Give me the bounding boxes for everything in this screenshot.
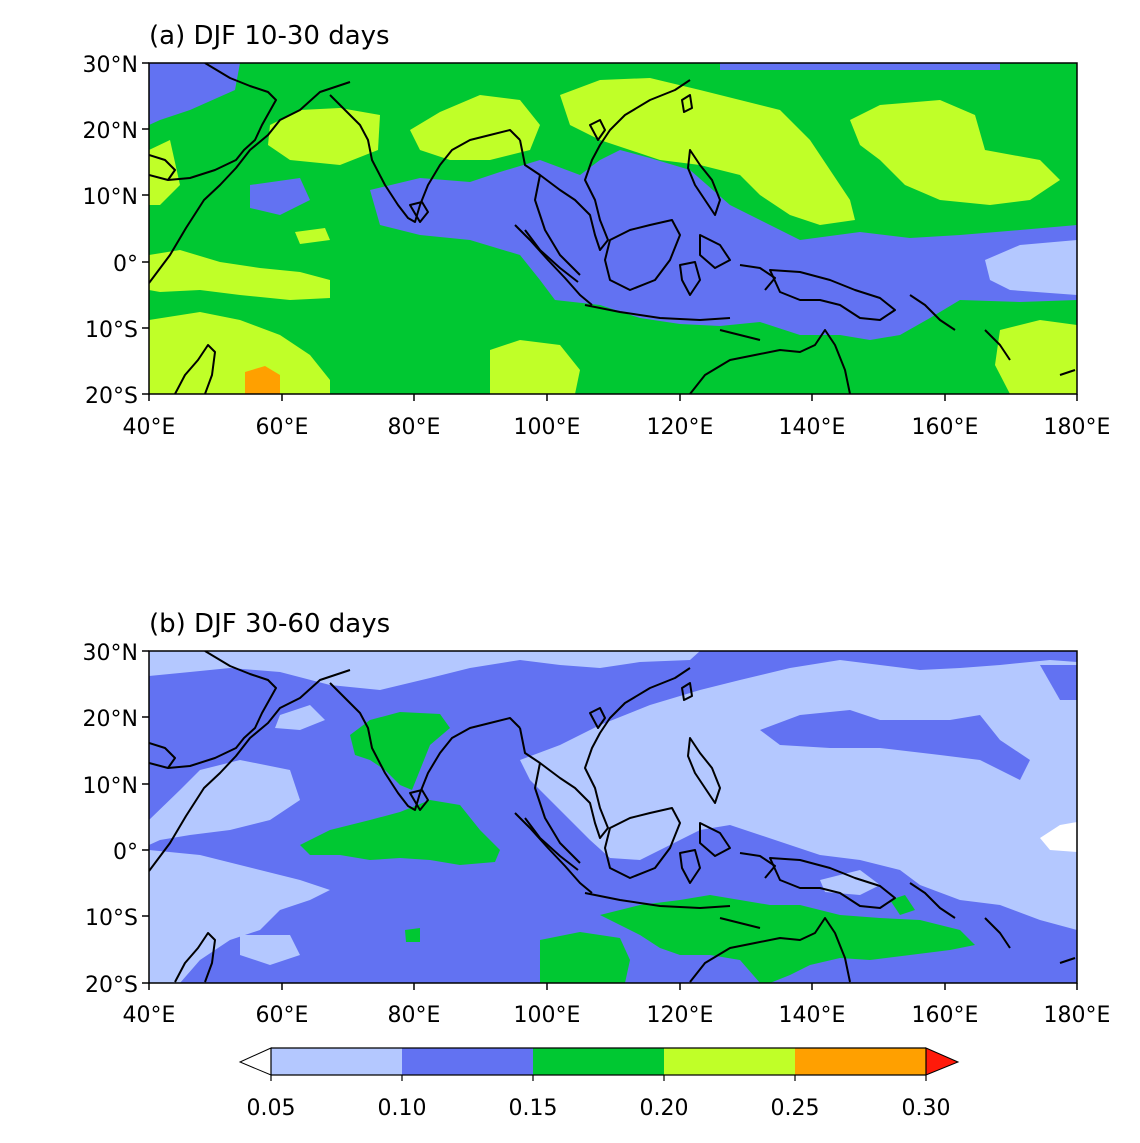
- fill-010-015: [760, 710, 1030, 780]
- lon-tick-label: 180°E: [1044, 1003, 1111, 1028]
- lat-tick-label: 30°N: [83, 53, 138, 78]
- fill-005-010: [275, 705, 325, 730]
- fill-020-025: [850, 100, 1060, 205]
- panel-b-frame: [148, 650, 1078, 984]
- colorbar-under-triangle: [238, 1047, 272, 1076]
- fill-020-025: [295, 228, 330, 244]
- panel-b-title: (b) DJF 30-60 days: [149, 609, 390, 639]
- colorbar-outline: [270, 1047, 927, 1076]
- panel-b-lat-ticks: 30°N 20°N 10°N 0° 10°S 20°S: [83, 641, 149, 998]
- lon-tick-label: 140°E: [779, 1003, 846, 1028]
- fill-010-015: [370, 150, 1077, 340]
- panel-a-lat-ticks: 30°N 20°N 10°N 0° 10°S 20°S: [83, 53, 149, 409]
- lat-tick-label: 30°N: [83, 641, 138, 666]
- lat-tick-label: 10°S: [85, 318, 138, 343]
- lon-tick-label: 40°E: [123, 415, 176, 440]
- lat-tick-label: 20°S: [85, 973, 138, 998]
- fill-005-010: [149, 651, 700, 690]
- fill-005-010: [985, 240, 1077, 295]
- lon-tick-label: 40°E: [123, 1003, 176, 1028]
- lat-tick-label: 10°N: [83, 774, 138, 799]
- fill-015-020: [405, 928, 420, 942]
- fill-020-025: [995, 320, 1077, 394]
- fill-020-025: [149, 250, 330, 300]
- panel-a-map: [149, 63, 1077, 394]
- lat-tick-label: 0°: [113, 252, 138, 277]
- colorbar-tick-label: 0.10: [378, 1096, 427, 1121]
- colorbar-tick-label: 0.25: [771, 1096, 820, 1121]
- fill-015-020: [300, 800, 500, 865]
- lat-tick-label: 10°N: [83, 185, 138, 210]
- fill-005-010: [149, 850, 330, 983]
- panel-a-lon-ticks: 40°E 60°E 80°E 100°E 120°E 140°E 160°E 1…: [123, 394, 1111, 440]
- lon-tick-label: 80°E: [388, 415, 441, 440]
- fill-005-010: [820, 870, 880, 895]
- lon-tick-label: 160°E: [912, 1003, 979, 1028]
- fill-020-025: [490, 340, 580, 394]
- fill-010-015: [250, 178, 310, 215]
- lon-tick-label: 60°E: [256, 415, 309, 440]
- lon-tick-label: 60°E: [256, 1003, 309, 1028]
- fill-010-015: [149, 63, 240, 125]
- fill-020-025: [410, 95, 540, 160]
- fill-005-010: [240, 935, 300, 965]
- colorbar-segment: [533, 1048, 664, 1075]
- lon-tick-label: 120°E: [647, 1003, 714, 1028]
- fill-020-025: [268, 108, 380, 165]
- fill-015-020: [540, 932, 630, 983]
- fill-below-005: [1040, 822, 1077, 852]
- lat-tick-label: 20°S: [85, 384, 138, 409]
- panel-a: (a) DJF 10-30 days: [83, 21, 1111, 440]
- lon-tick-label: 120°E: [647, 415, 714, 440]
- colorbar: 0.05 0.10 0.15 0.20 0.25 0.30: [238, 1047, 960, 1121]
- fill-025-030: [245, 366, 280, 394]
- colorbar-tick-label: 0.30: [902, 1096, 951, 1121]
- fill-015-020: [890, 895, 915, 915]
- colorbar-tick-label: 0.05: [247, 1096, 296, 1121]
- fill-005-010: [149, 760, 300, 845]
- lon-tick-label: 140°E: [779, 415, 846, 440]
- panel-b-lon-ticks: 40°E 60°E 80°E 100°E 120°E 140°E 160°E 1…: [123, 983, 1111, 1028]
- colorbar-ticks: 0.05 0.10 0.15 0.20 0.25 0.30: [247, 1075, 951, 1121]
- lat-tick-label: 20°N: [83, 707, 138, 732]
- colorbar-segment: [664, 1048, 795, 1075]
- lat-tick-label: 10°S: [85, 906, 138, 931]
- colorbar-segment: [402, 1048, 533, 1075]
- lon-tick-label: 160°E: [912, 415, 979, 440]
- fill-020-025: [149, 312, 330, 394]
- colorbar-segment: [271, 1048, 402, 1075]
- panel-b: (b) DJF 30-60 days: [83, 609, 1111, 1028]
- lon-tick-label: 100°E: [514, 415, 581, 440]
- colorbar-tick-label: 0.15: [509, 1096, 558, 1121]
- colorbar-tick-label: 0.20: [640, 1096, 689, 1121]
- fill-010-015: [1040, 665, 1077, 700]
- panel-a-frame: [148, 62, 1078, 395]
- colorbar-segment: [795, 1048, 926, 1075]
- fill-015-020: [350, 712, 450, 790]
- lon-tick-label: 180°E: [1044, 415, 1111, 440]
- colorbar-over-triangle: [925, 1047, 960, 1076]
- lat-tick-label: 0°: [113, 840, 138, 865]
- lon-tick-label: 80°E: [388, 1003, 441, 1028]
- lon-tick-label: 100°E: [514, 1003, 581, 1028]
- fill-010-015: [720, 63, 1000, 70]
- panel-a-title: (a) DJF 10-30 days: [149, 21, 390, 51]
- panel-b-map: [149, 651, 1077, 983]
- lat-tick-label: 20°N: [83, 119, 138, 144]
- fill-020-025: [149, 140, 180, 205]
- fill-020-025: [560, 78, 855, 225]
